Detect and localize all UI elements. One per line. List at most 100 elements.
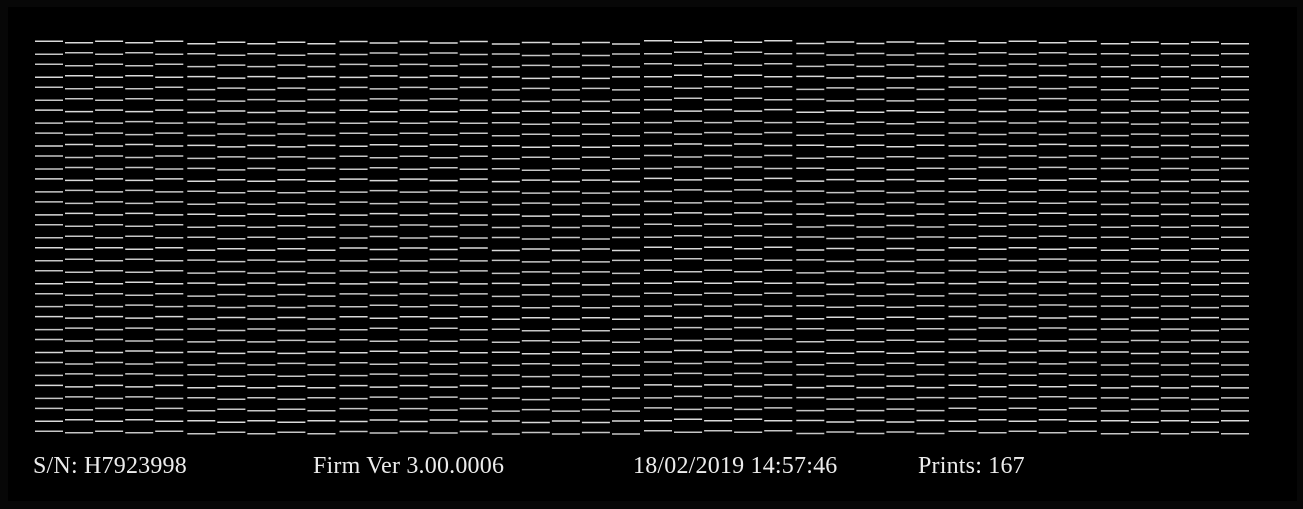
- nozzle-line-row-3: [187, 64, 336, 68]
- nozzle-line-row-24: [187, 305, 336, 309]
- nozzle-line-row-27: [491, 339, 640, 343]
- nozzle-line-row-12: [948, 166, 1097, 170]
- nozzle-line-row-16: [796, 213, 945, 217]
- nozzle-line-row-30: [35, 373, 184, 377]
- nozzle-line-row-30: [644, 372, 793, 376]
- nozzle-line-row-10: [948, 143, 1097, 147]
- nozzle-line-row-26: [339, 327, 488, 331]
- nozzle-line-row-4: [187, 75, 336, 79]
- nozzle-line-row-4: [35, 74, 184, 78]
- nozzle-line-row-11: [644, 154, 793, 158]
- nozzle-line-row-20: [491, 259, 640, 263]
- nozzle-line-row-11: [948, 155, 1097, 159]
- nozzle-line-row-19: [187, 247, 336, 251]
- nozzle-line-row-10: [1100, 144, 1249, 148]
- nozzle-line-row-16: [187, 213, 336, 217]
- nozzle-line-row-22: [491, 282, 640, 286]
- nozzle-column-4: [491, 41, 640, 435]
- nozzle-line-row-14: [35, 189, 184, 193]
- nozzle-line-row-12: [339, 166, 488, 170]
- nozzle-line-row-13: [339, 178, 488, 182]
- nozzle-line-row-33: [948, 407, 1097, 411]
- nozzle-line-row-17: [339, 224, 488, 228]
- nozzle-line-row-31: [491, 385, 640, 389]
- nozzle-line-row-2: [339, 52, 488, 56]
- nozzle-line-row-3: [796, 64, 945, 68]
- nozzle-line-row-29: [948, 361, 1097, 365]
- nozzle-line-row-5: [948, 86, 1097, 90]
- nozzle-line-row-35: [948, 430, 1097, 434]
- nozzle-line-row-14: [948, 189, 1097, 193]
- nozzle-line-row-6: [339, 98, 488, 102]
- nozzle-line-row-25: [35, 315, 184, 319]
- nozzle-line-row-9: [35, 132, 184, 136]
- nozzle-line-row-13: [187, 179, 336, 183]
- nozzle-line-row-7: [187, 110, 336, 114]
- nozzle-line-row-20: [1100, 259, 1249, 263]
- nozzle-line-row-6: [948, 97, 1097, 101]
- nozzle-line-row-34: [644, 418, 793, 422]
- nozzle-line-row-35: [187, 431, 336, 435]
- nozzle-line-row-4: [644, 74, 793, 78]
- nozzle-line-row-14: [339, 189, 488, 193]
- nozzle-line-row-25: [1100, 316, 1249, 320]
- firmware-version-label: Firm Ver 3.00.0006: [313, 453, 505, 479]
- nozzle-line-row-24: [948, 304, 1097, 308]
- nozzle-line-row-1: [644, 40, 793, 44]
- nozzle-line-row-1: [948, 40, 1097, 44]
- nozzle-line-row-15: [948, 201, 1097, 205]
- nozzle-line-row-20: [187, 259, 336, 263]
- nozzle-line-row-13: [644, 177, 793, 181]
- nozzle-line-row-10: [339, 143, 488, 147]
- nozzle-line-row-30: [1100, 374, 1249, 378]
- nozzle-line-row-32: [339, 396, 488, 400]
- nozzle-line-row-22: [644, 280, 793, 284]
- nozzle-line-row-18: [796, 236, 945, 240]
- nozzle-line-row-7: [339, 109, 488, 113]
- nozzle-line-row-11: [796, 155, 945, 159]
- nozzle-line-row-35: [796, 431, 945, 435]
- nozzle-line-row-2: [948, 51, 1097, 55]
- nozzle-line-row-9: [187, 133, 336, 137]
- nozzle-line-row-8: [187, 121, 336, 125]
- nozzle-line-row-21: [644, 269, 793, 273]
- nozzle-line-row-28: [1100, 351, 1249, 355]
- nozzle-line-row-18: [35, 235, 184, 239]
- nozzle-line-row-8: [491, 122, 640, 126]
- nozzle-line-row-34: [339, 419, 488, 423]
- nozzle-line-row-17: [35, 224, 184, 228]
- display-frame: [8, 7, 1297, 501]
- nozzle-line-row-7: [1100, 110, 1249, 114]
- nozzle-line-row-1: [187, 41, 336, 45]
- nozzle-line-row-34: [948, 418, 1097, 422]
- nozzle-line-row-13: [796, 178, 945, 182]
- nozzle-line-row-15: [644, 200, 793, 204]
- nozzle-line-row-5: [491, 87, 640, 91]
- serial-number-label: S/N: H7923998: [33, 453, 187, 479]
- nozzle-line-row-19: [1100, 248, 1249, 252]
- nozzle-line-row-25: [644, 315, 793, 319]
- nozzle-column-6: [796, 41, 945, 435]
- nozzle-line-row-35: [491, 431, 640, 435]
- nozzle-line-row-19: [491, 248, 640, 252]
- nozzle-line-row-17: [796, 224, 945, 228]
- nozzle-line-row-15: [35, 201, 184, 205]
- nozzle-column-3: [339, 40, 488, 434]
- nozzle-line-row-33: [339, 407, 488, 411]
- nozzle-line-row-29: [187, 362, 336, 366]
- nozzle-line-row-22: [1100, 282, 1249, 286]
- nozzle-line-row-19: [948, 246, 1097, 250]
- nozzle-line-row-16: [948, 212, 1097, 216]
- nozzle-line-row-8: [1100, 121, 1249, 125]
- nozzle-line-row-2: [796, 52, 945, 56]
- nozzle-line-row-31: [339, 384, 488, 388]
- nozzle-line-row-27: [339, 338, 488, 342]
- nozzle-line-row-23: [35, 292, 184, 296]
- nozzle-line-row-20: [35, 258, 184, 262]
- nozzle-line-row-27: [948, 338, 1097, 342]
- nozzle-line-row-30: [187, 374, 336, 378]
- nozzle-line-row-13: [35, 178, 184, 182]
- nozzle-line-row-16: [339, 212, 488, 216]
- nozzle-line-row-31: [644, 384, 793, 388]
- nozzle-line-row-28: [339, 350, 488, 354]
